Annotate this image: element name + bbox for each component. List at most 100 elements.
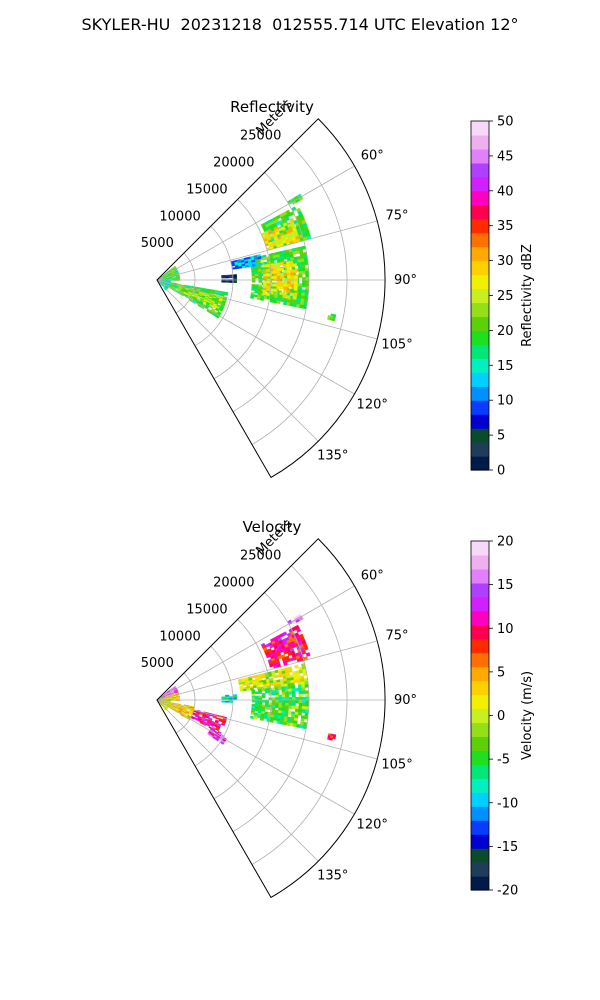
echo-gate <box>286 289 291 294</box>
echo-gate <box>292 263 298 268</box>
colorbar-segment <box>471 666 489 682</box>
echo-gate <box>284 688 289 693</box>
azimuth-gridline-4 <box>156 699 355 815</box>
echo-gate <box>228 280 234 283</box>
colorbar-segment <box>471 190 489 206</box>
echo-gate <box>263 715 268 720</box>
echo-gate <box>293 269 298 273</box>
echo-gate <box>281 705 286 709</box>
echo-gate <box>259 717 265 721</box>
colorbar-tick-label: 40 <box>497 184 514 199</box>
echo-gate <box>279 291 284 296</box>
echo-gate <box>271 692 276 696</box>
echo-gate <box>305 652 311 657</box>
echo-gate <box>285 295 291 299</box>
echo-gate <box>305 280 310 284</box>
echo-gate <box>220 303 226 307</box>
echo-gate <box>262 264 267 268</box>
colorbar-segment <box>471 302 489 318</box>
range-ring-1 <box>194 645 234 767</box>
azimuth-tick-label: 105° <box>381 337 412 352</box>
echo-gate <box>253 294 258 298</box>
echo-gate <box>258 273 263 277</box>
range-tick-label: 5000 <box>141 236 174 251</box>
range-ring-0 <box>175 252 196 314</box>
echo-gate <box>266 296 272 300</box>
echo-gate <box>300 681 306 686</box>
range-tick-label: 15000 <box>186 602 227 617</box>
echo-gate <box>290 272 295 276</box>
echo-gate <box>278 702 283 706</box>
echo-region-11 <box>327 313 337 322</box>
echo-gate <box>285 702 289 707</box>
colorbar-tick-label: 5 <box>497 429 505 444</box>
echo-gate <box>253 256 259 261</box>
echo-gate <box>259 682 264 686</box>
echo-gate <box>329 737 333 741</box>
echo-gate <box>284 685 289 690</box>
colorbar-segment <box>471 834 489 849</box>
echo-gate <box>265 292 270 297</box>
echo-gate <box>254 691 259 695</box>
echo-gate <box>286 269 291 274</box>
azimuth-gridline-0 <box>156 165 355 281</box>
echo-gate <box>246 688 251 691</box>
colorbar-tick-label: 30 <box>497 254 514 269</box>
echo-gate <box>279 262 284 266</box>
azimuth-tick-label: 75° <box>386 209 409 224</box>
range-ring-2 <box>213 619 272 800</box>
echo-gate <box>280 283 285 288</box>
echo-gate <box>276 273 281 277</box>
echo-gate <box>215 737 220 742</box>
echo-gate <box>251 280 256 283</box>
echo-gate <box>243 688 248 692</box>
colorbar-segment <box>471 176 489 192</box>
echo-gate <box>251 695 256 699</box>
echo-gate <box>274 689 279 693</box>
echo-gate <box>294 664 299 669</box>
colorbar-segment <box>471 232 489 248</box>
range-tick-label: 5000 <box>141 656 174 671</box>
echo-gate <box>281 699 286 704</box>
echo-gate <box>298 705 303 710</box>
echo-gate <box>300 261 306 266</box>
echo-gate <box>261 688 266 692</box>
colorbar-tick-label: 15 <box>497 578 514 593</box>
colorbar-segment <box>471 750 489 765</box>
echo-gate <box>275 699 279 703</box>
echo-gate <box>270 260 275 264</box>
echo-gate <box>196 298 201 302</box>
range-ring-2 <box>213 199 272 380</box>
colorbar: -20 -15 -10 -5 0 5 10 15 20 Velocity (m/s) <box>470 535 535 899</box>
echo-gate <box>275 694 280 698</box>
colorbar-segment <box>471 330 489 345</box>
echo-gate <box>268 702 273 706</box>
echo-gate <box>298 268 303 272</box>
echo-gate <box>283 269 288 274</box>
colorbar-segment <box>471 736 489 751</box>
echo-gate <box>288 702 293 707</box>
echo-gate <box>291 711 296 716</box>
echo-gate <box>281 694 286 698</box>
echo-region-7 <box>237 662 309 692</box>
colorbar-segment <box>471 638 489 654</box>
echo-gate <box>291 688 296 692</box>
colorbar-segment <box>471 722 489 738</box>
colorbar-segment <box>471 792 489 807</box>
echo-gate <box>293 284 298 288</box>
reflectivity-panel: 60° 75° 90° 105° 120° 135° 5000 10000 15000 20000… <box>141 96 535 478</box>
echo-gate <box>265 699 270 703</box>
colorbar-tick-label: -10 <box>497 796 518 811</box>
echo-gate <box>215 314 220 319</box>
azimuth-tick-label: 135° <box>317 449 348 464</box>
echo-region-9 <box>221 274 238 284</box>
echo-gate <box>276 300 281 305</box>
echo-gate <box>228 697 234 700</box>
echo-gate <box>262 285 267 289</box>
range-tick-label: 10000 <box>159 629 200 644</box>
echo-gate <box>228 276 234 279</box>
velocity-panel: 60° 75° 90° 105° 120° 135° 5000 10000 15000 20000… <box>141 516 535 899</box>
echo-gate <box>273 270 278 274</box>
echo-gate <box>292 699 296 704</box>
echo-gate <box>271 704 276 708</box>
